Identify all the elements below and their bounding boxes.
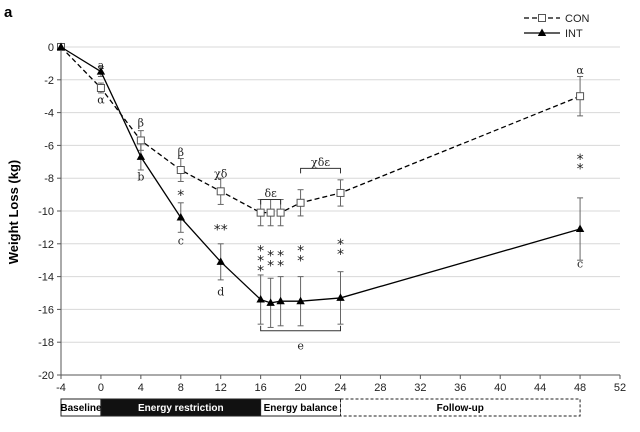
data-point-con	[256, 208, 265, 217]
data-point-int	[276, 296, 285, 305]
phase-energy-balance-label: Energy balance	[264, 403, 338, 414]
annotation-label: *	[577, 152, 584, 168]
x-tick-label: 16	[255, 382, 267, 394]
annotation-label: **	[214, 222, 228, 238]
data-point-int	[56, 42, 66, 50]
series-con	[57, 43, 585, 227]
data-point-int	[136, 152, 146, 160]
y-tick-label: -10	[38, 206, 54, 218]
annotation-label: *	[257, 263, 264, 279]
y-tick-label: -20	[38, 370, 54, 382]
annotation-label: α	[576, 64, 584, 77]
significance-bracket	[260, 325, 341, 332]
annotation-label: α	[97, 93, 105, 106]
data-point-con	[296, 198, 305, 207]
x-tick-label: 20	[294, 382, 306, 394]
significance-bracket	[260, 199, 282, 205]
annotation-label: e	[297, 339, 304, 352]
x-tick-label: 8	[178, 382, 184, 394]
annotation-label: *	[297, 244, 304, 260]
x-tick-label: 12	[215, 382, 227, 394]
annotation-label: δε	[264, 187, 277, 200]
data-point-int	[256, 295, 265, 303]
annotation-label: χδ	[214, 167, 228, 180]
data-point-con	[336, 188, 345, 197]
annotation-label: *	[297, 254, 304, 270]
data-point-int	[266, 298, 275, 306]
phase-baseline-label: Baseline	[60, 403, 102, 414]
y-tick-label: -16	[38, 304, 54, 316]
y-tick-label: -2	[44, 75, 54, 87]
annotation-label: *	[277, 258, 284, 274]
legend-marker-con	[538, 14, 546, 22]
significance-bracket	[300, 167, 341, 174]
y-tick-label: -14	[38, 272, 54, 284]
annotation-label: χδε	[311, 156, 330, 169]
annotation-label: *	[337, 247, 344, 263]
data-point-int	[176, 213, 185, 221]
series-layer	[56, 42, 585, 328]
data-point-con	[176, 166, 185, 174]
annotation-label: β	[178, 146, 184, 159]
data-point-int	[336, 293, 345, 301]
x-tick-label: 24	[334, 382, 346, 394]
y-tick-label: -8	[44, 173, 54, 185]
series-line-con	[60, 46, 581, 214]
x-tick-label: 28	[374, 382, 386, 394]
x-tick-label: 40	[494, 382, 506, 394]
data-point-con	[576, 92, 585, 101]
x-tick-label: 4	[138, 382, 144, 394]
annotation-label: c	[178, 235, 184, 248]
legend: CON INT	[524, 13, 590, 40]
annotation-label: *	[277, 249, 284, 265]
annotation-label: *	[267, 258, 274, 274]
annotation-label: b	[137, 171, 144, 184]
y-tick-label: 0	[48, 42, 54, 54]
annotation-label: c	[577, 257, 583, 270]
data-point-con	[276, 208, 285, 217]
y-tick-label: -4	[44, 108, 54, 120]
x-tick-label: 48	[574, 382, 586, 394]
series-int	[56, 42, 585, 328]
annotation-label: a	[98, 59, 105, 72]
x-tick-label: 52	[614, 382, 626, 394]
data-point-int	[575, 224, 585, 233]
annotation-label: β	[138, 116, 144, 129]
annotation-label: *	[267, 249, 274, 265]
panel-label: a	[4, 4, 13, 21]
axes: 0-2-4-6-8-10-12-14-16-18-20-4 0 4 8 12 16 20 24…	[38, 42, 626, 394]
annotation-label: *	[577, 162, 584, 178]
data-point-con	[216, 187, 225, 196]
y-tick-label: -18	[38, 337, 54, 349]
data-point-int	[216, 257, 225, 265]
annotation-label: *	[337, 237, 344, 253]
x-tick-label: 0	[98, 382, 104, 394]
phase-bar: Baseline Energy restriction Energy balance…	[60, 398, 581, 417]
data-point-int	[96, 67, 106, 75]
annotation-label: *	[257, 254, 264, 270]
legend-label-con: CON	[565, 13, 590, 25]
legend-label-int: INT	[565, 28, 583, 40]
y-tick-label: -6	[44, 140, 54, 152]
x-tick-label: -4	[56, 382, 66, 394]
data-point-con	[266, 208, 275, 217]
x-tick-label: 44	[534, 382, 546, 394]
x-tick-label: 36	[454, 382, 466, 394]
data-point-con	[136, 136, 145, 145]
data-point-con	[96, 84, 105, 92]
legend-marker-int	[537, 28, 547, 36]
phase-energy-restriction-label: Energy restriction	[138, 403, 224, 414]
x-tick-label: 32	[414, 382, 426, 394]
data-point-int	[296, 296, 305, 305]
annotation-label: *	[177, 188, 184, 204]
annotation-label: *	[257, 244, 264, 260]
phase-follow-up-label: Follow-up	[437, 403, 484, 414]
y-tick-label: -12	[38, 239, 54, 251]
phase-follow-up-box	[340, 398, 581, 417]
y-axis-label: Weight Loss (kg)	[6, 160, 21, 264]
annotation-label: d	[217, 285, 224, 298]
